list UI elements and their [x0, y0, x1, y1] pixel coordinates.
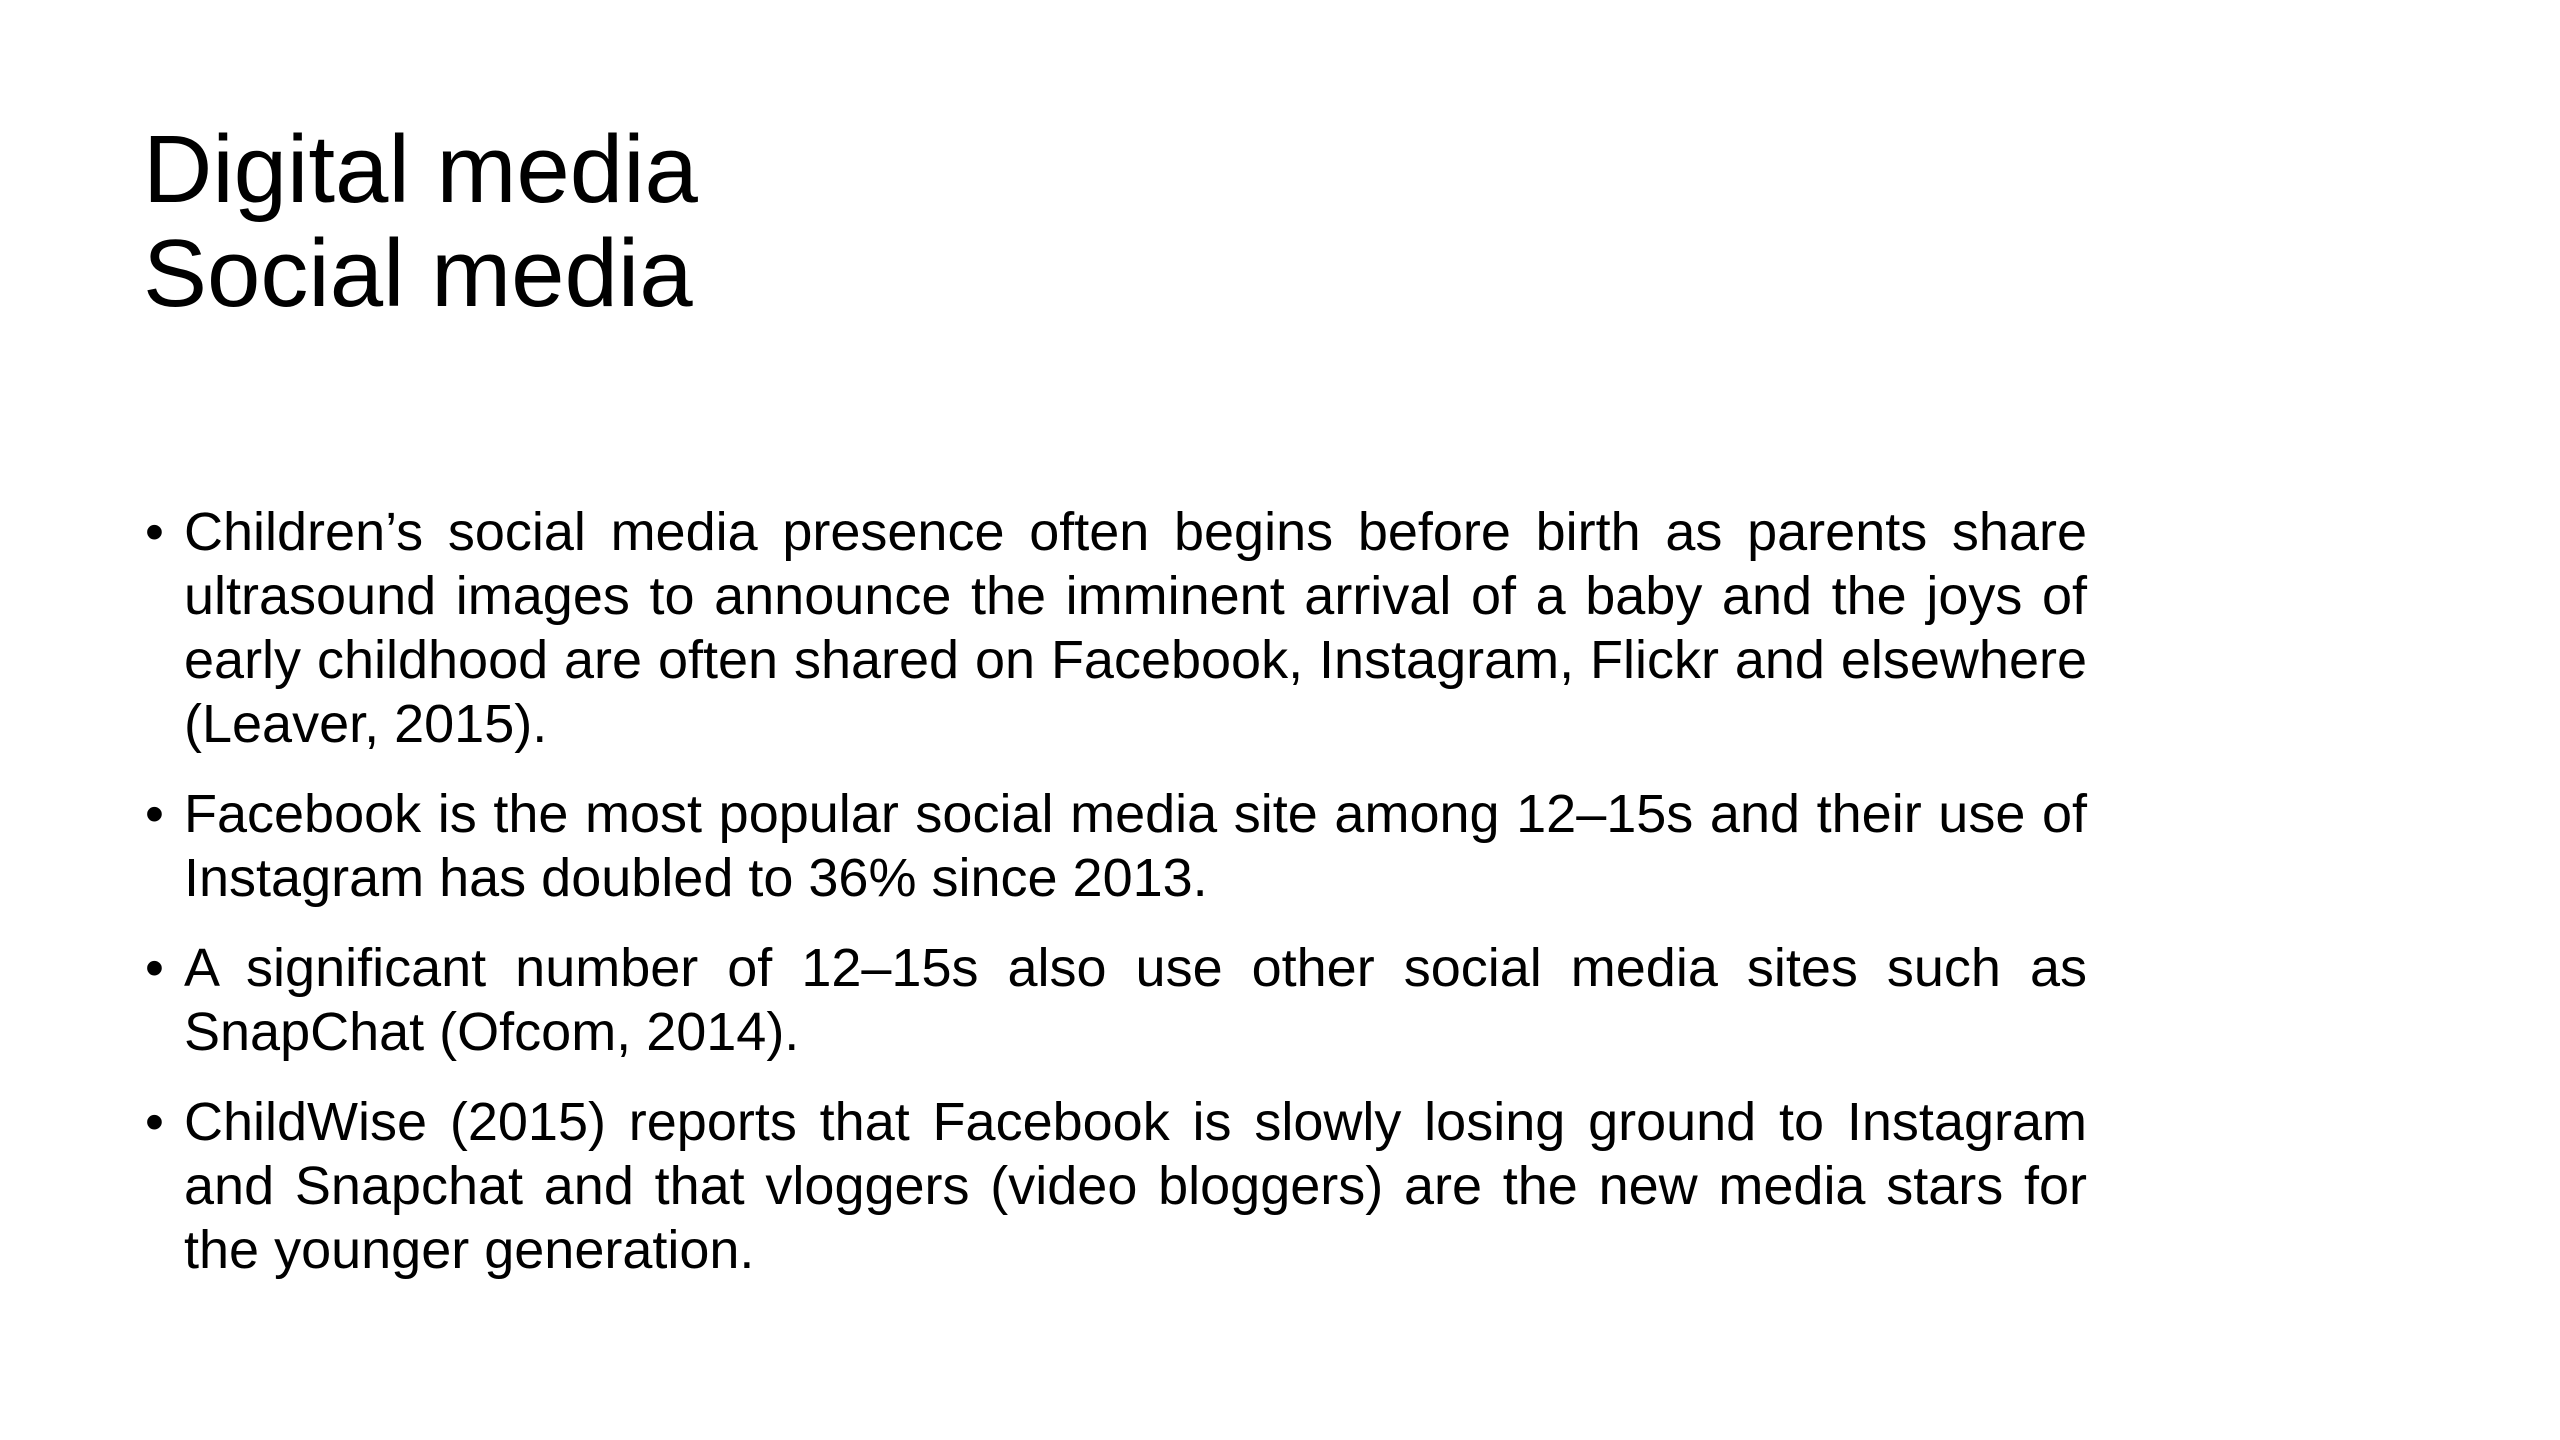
- bullet-icon: •: [145, 502, 164, 562]
- title-line: Social media: [143, 220, 693, 327]
- bullet-icon: •: [145, 784, 164, 844]
- bullet-item: • ChildWise (2015) reports that Facebook …: [145, 1090, 2087, 1282]
- bullet-item: • Children’s social media presence often …: [145, 500, 2087, 756]
- bullet-text: Children’s social media presence often b…: [184, 502, 2087, 754]
- bullet-item: • A significant number of 12–15s also use…: [145, 936, 2087, 1064]
- bullet-text: Facebook is the most popular social medi…: [184, 784, 2087, 908]
- bullet-text: ChildWise (2015) reports that Facebook i…: [184, 1092, 2087, 1280]
- title-line: Digital media: [143, 116, 698, 223]
- bullet-icon: •: [145, 1092, 164, 1152]
- slide-title: Digital media Social media: [143, 118, 698, 326]
- bullet-list: • Children’s social media presence often …: [145, 500, 2087, 1308]
- bullet-icon: •: [145, 938, 164, 998]
- bullet-item: • Facebook is the most popular social med…: [145, 782, 2087, 910]
- bullet-text: A significant number of 12–15s also use …: [184, 938, 2087, 1062]
